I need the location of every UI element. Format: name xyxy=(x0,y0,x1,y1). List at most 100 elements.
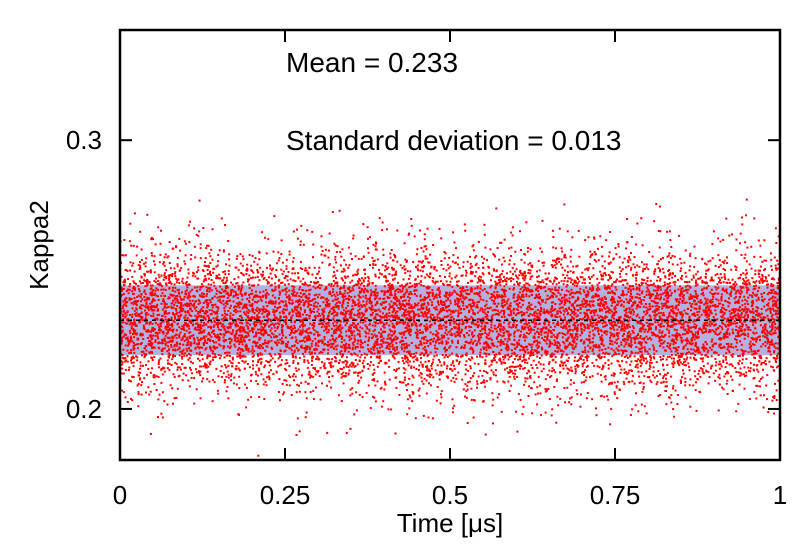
data-point xyxy=(513,343,516,346)
data-point xyxy=(226,303,229,306)
data-point xyxy=(566,284,569,286)
data-point xyxy=(162,367,165,370)
data-point xyxy=(153,279,156,282)
data-point xyxy=(714,332,717,335)
data-point xyxy=(636,337,639,340)
data-point xyxy=(633,382,636,385)
data-point xyxy=(676,298,679,301)
data-point xyxy=(502,340,505,343)
data-point xyxy=(359,321,362,324)
data-point xyxy=(562,327,564,329)
data-point xyxy=(588,318,591,321)
data-point xyxy=(202,344,205,346)
data-point xyxy=(343,281,346,284)
data-point xyxy=(243,340,246,343)
data-point xyxy=(591,398,594,401)
data-point xyxy=(702,343,705,346)
data-point xyxy=(771,399,774,402)
data-point xyxy=(413,289,416,292)
data-point xyxy=(692,274,695,277)
data-point xyxy=(675,333,678,336)
data-point xyxy=(321,249,324,252)
data-point xyxy=(566,300,569,303)
data-point xyxy=(297,310,300,313)
data-point xyxy=(597,259,600,262)
data-point xyxy=(587,236,590,239)
data-point xyxy=(183,354,186,357)
data-point xyxy=(465,325,467,328)
data-point xyxy=(332,318,335,321)
data-point xyxy=(494,313,497,316)
data-point xyxy=(503,238,506,241)
data-point xyxy=(279,349,282,352)
data-point xyxy=(250,277,253,280)
data-point xyxy=(375,313,378,316)
data-point xyxy=(331,299,334,302)
data-point xyxy=(282,340,285,343)
data-point xyxy=(645,335,648,338)
data-point xyxy=(401,295,404,298)
data-point xyxy=(666,288,669,291)
data-point xyxy=(213,319,216,322)
data-point xyxy=(415,325,418,328)
data-point xyxy=(226,285,228,288)
data-point xyxy=(149,292,152,294)
data-point xyxy=(237,288,240,291)
data-point xyxy=(372,330,375,333)
data-point xyxy=(602,325,605,328)
data-point xyxy=(612,372,615,375)
data-point xyxy=(570,396,573,399)
data-point xyxy=(708,376,711,378)
data-point xyxy=(523,279,526,282)
data-point xyxy=(295,339,298,341)
data-point xyxy=(335,261,338,264)
data-point xyxy=(534,319,536,322)
data-point xyxy=(636,313,639,316)
data-point xyxy=(528,321,530,324)
data-point xyxy=(718,345,721,348)
data-point xyxy=(257,361,260,363)
data-point xyxy=(191,299,194,302)
data-point xyxy=(620,320,623,323)
data-point xyxy=(758,360,761,363)
data-point xyxy=(605,330,608,333)
data-point xyxy=(387,343,390,346)
data-point xyxy=(223,328,226,331)
data-point xyxy=(217,335,220,338)
data-point xyxy=(399,308,401,311)
data-point xyxy=(218,328,220,331)
data-point xyxy=(154,334,157,337)
data-point xyxy=(306,348,309,351)
data-point xyxy=(470,270,472,273)
data-point xyxy=(259,343,262,346)
data-point xyxy=(573,311,575,313)
data-point xyxy=(302,293,305,296)
data-point xyxy=(614,321,617,324)
data-point xyxy=(640,299,643,302)
data-point xyxy=(678,320,681,323)
data-point xyxy=(661,342,664,345)
data-point xyxy=(516,329,519,332)
data-point xyxy=(562,367,565,370)
data-point xyxy=(188,241,191,244)
data-point xyxy=(262,326,265,329)
data-point xyxy=(763,394,765,397)
data-point xyxy=(662,335,664,338)
data-point xyxy=(158,261,161,264)
data-point xyxy=(300,344,303,347)
data-point xyxy=(470,398,473,401)
data-point xyxy=(563,316,566,319)
data-point xyxy=(513,378,516,380)
data-point xyxy=(659,345,662,347)
data-point xyxy=(256,314,259,317)
data-point xyxy=(199,351,201,354)
data-point xyxy=(770,308,773,311)
data-point xyxy=(276,262,279,265)
data-point xyxy=(232,290,235,293)
data-point xyxy=(357,312,360,315)
data-point xyxy=(134,329,137,332)
data-point xyxy=(465,352,468,355)
data-point xyxy=(360,353,363,356)
data-point xyxy=(694,344,697,347)
data-point xyxy=(297,315,300,318)
